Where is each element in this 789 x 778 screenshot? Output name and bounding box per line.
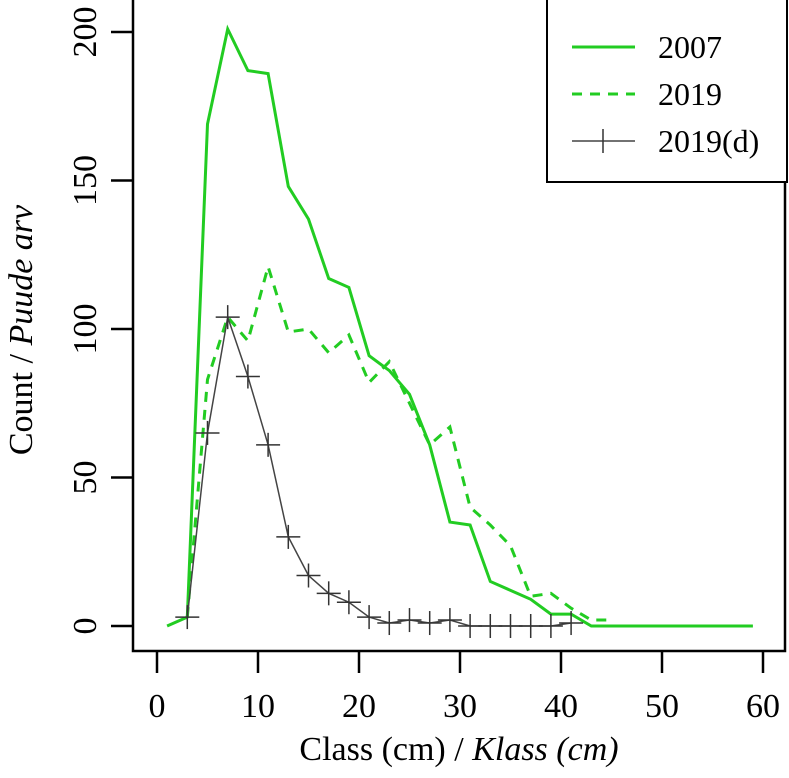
data-point xyxy=(215,305,240,330)
legend-label: 2007 xyxy=(658,29,722,65)
legend-label: 2019 xyxy=(658,76,722,112)
y-tick-label: 0 xyxy=(67,618,104,635)
x-axis-label: Class (cm) / Klass (cm) xyxy=(299,731,618,768)
data-point xyxy=(296,563,321,588)
x-tick-label: 30 xyxy=(443,688,477,725)
y-axis-label: Count / Puude arv xyxy=(3,204,40,455)
data-point xyxy=(175,605,200,630)
data-point xyxy=(377,611,402,636)
x-tick-label: 40 xyxy=(544,688,578,725)
data-point xyxy=(235,364,260,389)
data-point xyxy=(498,614,523,638)
legend: 2007 2019 2019(d) xyxy=(546,0,788,183)
y-tick-label: 100 xyxy=(67,304,104,355)
legend-box xyxy=(546,0,788,183)
data-point xyxy=(336,590,361,615)
x-tick-label: 0 xyxy=(149,688,166,725)
x-tick-label: 10 xyxy=(241,688,275,725)
data-point xyxy=(478,614,503,638)
data-point xyxy=(195,420,220,445)
x-tick-label: 60 xyxy=(746,688,780,725)
data-point xyxy=(256,432,281,457)
data-point xyxy=(397,608,422,633)
data-point xyxy=(518,614,543,638)
data-point xyxy=(276,524,301,549)
axes: 0 10 20 30 40 50 60 0 50 100 150 200 xyxy=(67,7,780,726)
x-tick-label: 20 xyxy=(342,688,376,725)
plot-area xyxy=(166,24,753,638)
y-tick-label: 200 xyxy=(67,7,104,58)
data-point xyxy=(357,605,382,630)
data-point xyxy=(437,608,462,633)
y-tick-label: 150 xyxy=(67,155,104,206)
series-line-2007 xyxy=(166,24,753,628)
legend-label: 2019(d) xyxy=(658,123,759,159)
data-point xyxy=(458,614,483,638)
data-point xyxy=(559,611,584,636)
x-tick-label: 50 xyxy=(645,688,679,725)
data-point xyxy=(538,614,563,638)
y-tick-label: 50 xyxy=(67,461,104,495)
data-point xyxy=(417,611,442,636)
series-line-2019 xyxy=(185,261,612,622)
data-point xyxy=(316,581,341,606)
